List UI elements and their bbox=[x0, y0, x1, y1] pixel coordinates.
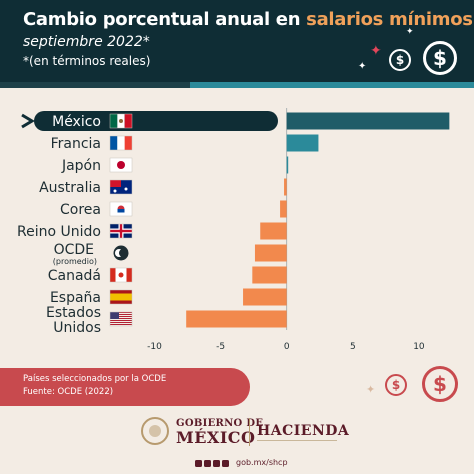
bar bbox=[286, 112, 450, 130]
category-label: Francia bbox=[51, 136, 101, 152]
social-icons bbox=[195, 460, 229, 467]
jp-flag-icon bbox=[109, 157, 133, 173]
subtitle: septiembre 2022* bbox=[23, 34, 150, 50]
footnote-source: Fuente: OCDE (2022) bbox=[23, 387, 114, 397]
logo-bar: GOBIERNO DE MÉXICO HACIENDA gob.mx/shcp bbox=[0, 410, 474, 474]
fr-flag-icon bbox=[109, 135, 133, 151]
category-label: Canadá bbox=[48, 268, 101, 284]
ca-flag-icon bbox=[109, 267, 133, 283]
instagram-icon[interactable] bbox=[222, 460, 229, 467]
x-tick-label: -10 bbox=[147, 342, 162, 352]
header: Cambio porcentual anual en salarios míni… bbox=[0, 0, 474, 86]
dollar-coin-icon: $ bbox=[385, 374, 407, 396]
logo-divider bbox=[249, 418, 250, 446]
note: *(en términos reales) bbox=[23, 54, 151, 68]
oecd-flag-icon bbox=[113, 245, 129, 261]
bar bbox=[243, 288, 287, 306]
youtube-icon[interactable] bbox=[213, 460, 220, 467]
x-tick-label: 5 bbox=[350, 342, 356, 352]
bar bbox=[280, 200, 287, 218]
category-label: Estados bbox=[46, 305, 101, 321]
bar bbox=[286, 134, 319, 152]
page-title: Cambio porcentual anual en salarios míni… bbox=[23, 9, 473, 30]
category-label: Corea bbox=[60, 202, 101, 218]
footnote-countries: Países seleccionados por la OCDE bbox=[23, 374, 167, 384]
chevron-right-icon bbox=[21, 113, 35, 129]
bar bbox=[252, 266, 287, 284]
bar bbox=[286, 156, 289, 174]
au-flag-icon bbox=[109, 179, 133, 195]
gobierno-seal-icon bbox=[141, 417, 169, 445]
es-flag-icon bbox=[109, 289, 133, 305]
dollar-coin-icon: $ bbox=[389, 49, 411, 71]
category-label: Reino Unido bbox=[17, 224, 101, 240]
category-label: España bbox=[50, 290, 101, 306]
dollar-coin-icon-large: $ bbox=[422, 366, 458, 402]
footnote: Países seleccionados por la OCDE Fuente:… bbox=[0, 368, 250, 406]
bar-chart: México Francia Japón Australia Corea Reino Un… bbox=[17, 108, 450, 352]
hacienda-tagline-line bbox=[257, 440, 337, 444]
title-part-1: Cambio porcentual anual en bbox=[23, 9, 307, 30]
sparkle-icon: ✦ bbox=[366, 383, 376, 396]
kr-flag-icon bbox=[109, 201, 133, 217]
sparkle-icon: ✦ bbox=[406, 27, 414, 37]
x-tick-label: -5 bbox=[216, 342, 225, 352]
bar bbox=[254, 244, 287, 262]
title-highlight: salarios mínimos bbox=[306, 9, 473, 30]
sparkle-icon: ✦ bbox=[370, 43, 382, 59]
website-link[interactable]: gob.mx/shcp bbox=[236, 458, 288, 467]
x-tick-label: 0 bbox=[284, 342, 290, 352]
accent-strip-dark bbox=[0, 82, 190, 88]
category-label: Australia bbox=[39, 180, 101, 196]
x-tick-label: 10 bbox=[413, 342, 425, 352]
facebook-icon[interactable] bbox=[195, 460, 202, 467]
twitter-icon[interactable] bbox=[204, 460, 211, 467]
highlight-pill bbox=[34, 111, 278, 131]
category-label: México bbox=[52, 114, 101, 130]
accent-strip-teal bbox=[190, 82, 474, 88]
bar bbox=[186, 310, 287, 328]
bar bbox=[284, 178, 287, 196]
dollar-coin-icon-large: $ bbox=[423, 41, 457, 75]
sparkle-icon: ✦ bbox=[358, 61, 367, 72]
category-label: OCDE bbox=[54, 242, 94, 258]
us-flag-icon bbox=[109, 311, 133, 327]
gobierno-line-1: GOBIERNO DE bbox=[176, 418, 264, 429]
category-label: Japón bbox=[61, 158, 101, 174]
category-label-line2: Unidos bbox=[53, 320, 101, 336]
gb-flag-icon bbox=[109, 223, 133, 239]
mx-flag-icon bbox=[109, 113, 133, 129]
bar bbox=[260, 222, 287, 240]
category-label-line2: (promedio) bbox=[53, 257, 97, 266]
hacienda-logo-text: HACIENDA bbox=[257, 423, 350, 439]
gobierno-line-2: MÉXICO bbox=[176, 428, 256, 447]
